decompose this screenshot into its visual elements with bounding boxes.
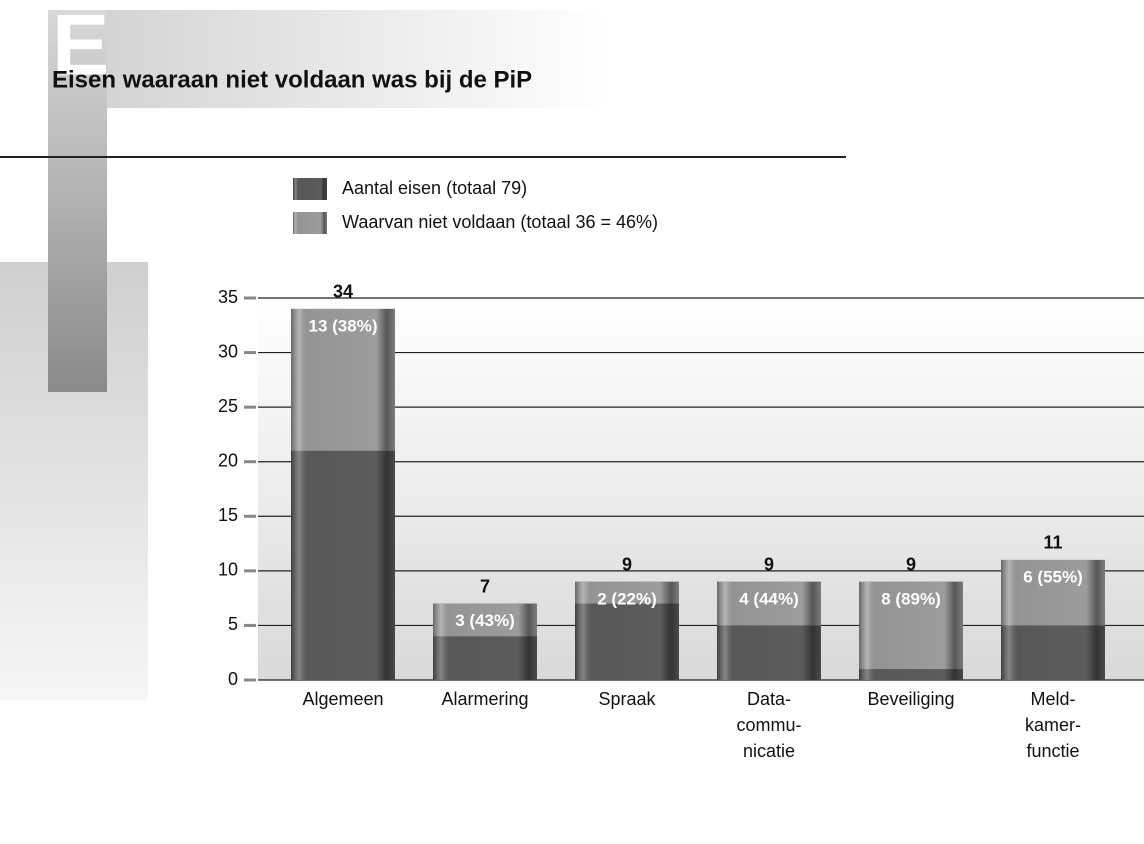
legend-swatch-shade: [293, 178, 327, 200]
x-tick-label: Alarmering: [441, 689, 529, 709]
legend-label: Waarvan niet voldaan (totaal 36 = 46%): [342, 212, 658, 232]
side-bar: [48, 10, 107, 392]
bar-shade: [1001, 559, 1105, 680]
y-tick-label: 30: [218, 341, 238, 361]
x-tick-label: Spraak: [598, 689, 656, 709]
value-label: 9: [906, 555, 916, 575]
legend-label: Aantal eisen (totaal 79): [342, 178, 527, 198]
y-tick-label: 20: [218, 450, 238, 470]
x-tick-label: Data- commu- nicatie: [736, 689, 802, 761]
x-tick-label: Meld- kamer- functie: [1024, 689, 1081, 761]
segment-label: 6 (55%): [1023, 567, 1083, 586]
value-label: 9: [622, 555, 632, 575]
value-label: 34: [333, 282, 353, 302]
value-label: 11: [1043, 533, 1062, 553]
y-tick-label: 15: [218, 505, 238, 525]
y-tick-label: 5: [228, 614, 238, 634]
segment-label: 4 (44%): [739, 589, 799, 608]
legend-swatch-shade: [293, 212, 327, 234]
plot-area: [258, 298, 1144, 680]
y-tick-label: 35: [218, 287, 238, 307]
segment-label: 13 (38%): [309, 316, 378, 335]
y-tick-label: 25: [218, 396, 238, 416]
bar-shade: [433, 603, 537, 680]
title-band: [48, 10, 608, 108]
chart-title: Eisen waaraan niet voldaan was bij de Pi…: [52, 66, 532, 93]
section-letter: E: [52, 0, 109, 94]
y-tick-label: 0: [228, 669, 238, 689]
value-label: 7: [480, 576, 490, 596]
value-label: 9: [764, 555, 774, 575]
x-tick-label: Beveiliging: [867, 689, 955, 709]
x-tick-label: Algemeen: [302, 689, 384, 709]
bar-shade: [859, 581, 963, 680]
bar-shade: [717, 581, 821, 680]
segment-label: 8 (89%): [881, 589, 941, 608]
bar-shade: [291, 308, 395, 680]
bar-shade: [575, 581, 679, 680]
segment-label: 2 (22%): [597, 589, 657, 608]
segment-label: 3 (43%): [455, 611, 515, 630]
y-tick-label: 10: [218, 560, 238, 580]
